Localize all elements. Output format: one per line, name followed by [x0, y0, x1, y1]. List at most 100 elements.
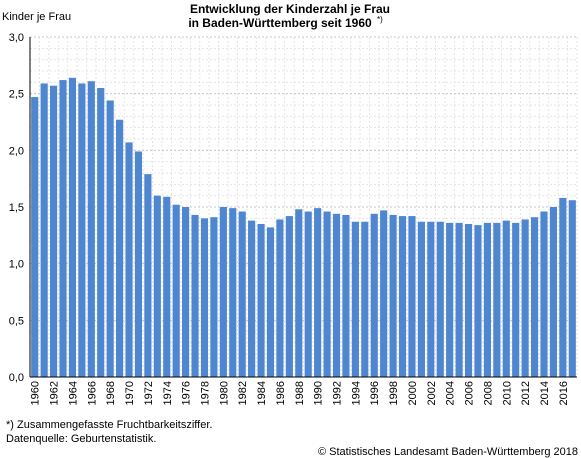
bar — [238, 211, 246, 377]
bar — [549, 207, 558, 377]
bar — [370, 213, 378, 377]
y-tick-label: 1,0 — [9, 259, 24, 271]
bar — [144, 174, 152, 377]
x-tick-label: 1990 — [313, 381, 325, 405]
x-tick-label: 1970 — [124, 381, 136, 405]
bar — [163, 196, 171, 377]
bar — [502, 220, 510, 377]
y-axis-label: Kinder je Frau — [2, 11, 71, 23]
bar — [191, 214, 199, 377]
bar — [304, 211, 312, 377]
bar — [59, 80, 67, 378]
x-tick-label: 1962 — [49, 381, 61, 405]
bar — [248, 220, 256, 377]
x-tick-label: 2000 — [407, 381, 419, 405]
bar — [153, 195, 161, 377]
bar — [540, 211, 548, 377]
bar — [446, 222, 454, 377]
bar — [380, 210, 388, 377]
bar — [116, 119, 124, 377]
bar — [257, 224, 265, 377]
chart-title: Entwicklung der Kinderzahl je Frau — [190, 2, 390, 16]
x-tick-label: 1976 — [181, 381, 193, 405]
bar — [31, 97, 39, 378]
bar — [78, 83, 86, 377]
bar — [210, 217, 218, 377]
x-tick-label: 2006 — [464, 381, 476, 405]
bar — [521, 219, 529, 377]
y-tick-label: 0,0 — [9, 372, 24, 384]
bar — [106, 100, 114, 377]
bar — [568, 200, 576, 377]
bar — [408, 216, 416, 377]
bar — [559, 197, 567, 377]
bar — [493, 222, 501, 377]
x-tick-label: 1974 — [162, 381, 174, 405]
bar — [68, 77, 77, 378]
bar — [125, 142, 133, 377]
bar — [464, 224, 473, 377]
x-tick-label: 2012 — [520, 381, 532, 405]
bar — [530, 217, 539, 377]
bar — [342, 214, 350, 377]
y-tick-label: 2,5 — [9, 89, 24, 101]
bar — [87, 81, 95, 377]
x-tick-label: 1998 — [388, 381, 400, 405]
bar — [427, 221, 435, 377]
bar — [417, 221, 425, 377]
bar — [40, 83, 48, 377]
bar — [436, 221, 444, 377]
title-note: *) — [377, 15, 383, 24]
y-tick-label: 2,0 — [9, 145, 24, 157]
bar — [182, 207, 190, 377]
bar — [276, 219, 284, 377]
x-tick-label: 2014 — [539, 381, 551, 405]
bar — [512, 222, 520, 377]
bar — [219, 207, 227, 377]
y-tick-label: 1,5 — [9, 202, 24, 214]
y-tick-label: 3,0 — [9, 32, 24, 44]
x-tick-label: 2008 — [482, 381, 494, 405]
bar — [172, 204, 180, 377]
bar — [266, 227, 275, 377]
bar — [323, 211, 331, 377]
bar — [314, 208, 322, 377]
source: © Statistisches Landesamt Baden-Württemb… — [318, 446, 578, 458]
footnote: *) Zusammengefasste Fruchtbarkeitsziffer… — [6, 419, 212, 431]
bar — [483, 222, 491, 377]
x-tick-label: 1996 — [369, 381, 381, 405]
bar — [200, 218, 209, 377]
x-tick-label: 2010 — [501, 381, 513, 405]
x-tick-label: 2016 — [558, 381, 570, 405]
bar — [351, 221, 359, 377]
bar — [361, 221, 369, 377]
bar — [49, 85, 58, 377]
x-tick-label: 1960 — [30, 381, 42, 405]
x-tick-label: 1964 — [67, 381, 79, 405]
x-tick-label: 1968 — [105, 381, 117, 405]
x-tick-label: 1986 — [275, 381, 287, 405]
x-tick-label: 1966 — [86, 381, 98, 405]
bar — [285, 216, 293, 377]
x-tick-label: 1984 — [256, 381, 268, 405]
bar — [295, 209, 303, 377]
x-tick-label: 2004 — [445, 381, 457, 405]
chart-title: in Baden-Württemberg seit 1960 — [188, 16, 372, 30]
bar — [97, 88, 105, 377]
bar — [455, 222, 463, 377]
bar — [134, 151, 143, 377]
bar — [398, 216, 407, 377]
bar — [389, 214, 397, 377]
bar — [474, 225, 482, 377]
bar — [229, 208, 237, 377]
x-tick-label: 1992 — [332, 381, 344, 405]
footnote: Datenquelle: Geburtenstatistik. — [6, 433, 156, 445]
x-tick-label: 1980 — [218, 381, 230, 405]
x-tick-label: 1988 — [294, 381, 306, 405]
x-tick-label: 1978 — [199, 381, 211, 405]
x-tick-label: 1972 — [143, 381, 155, 405]
bar — [332, 213, 341, 377]
y-tick-label: 0,5 — [9, 315, 24, 327]
x-tick-label: 1994 — [350, 381, 362, 405]
